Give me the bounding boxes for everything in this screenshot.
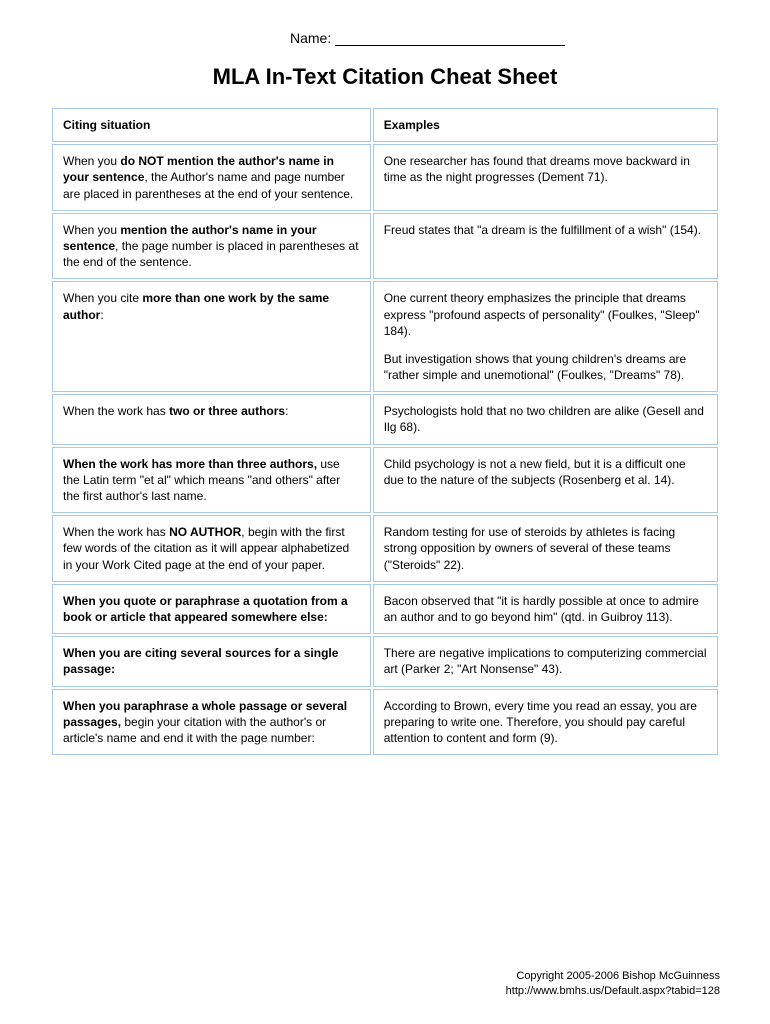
citing-situation-cell: When you paraphrase a whole passage or s…: [52, 689, 371, 756]
example-cell: According to Brown, every time you read …: [373, 689, 718, 756]
citing-situation-cell: When you cite more than one work by the …: [52, 281, 371, 392]
example-cell: Random testing for use of steroids by at…: [373, 515, 718, 582]
name-blank-line: [335, 32, 565, 46]
example-text-2: But investigation shows that young child…: [384, 351, 707, 383]
example-text: Child psychology is not a new field, but…: [384, 456, 707, 488]
citing-situation-cell: When you do NOT mention the author's nam…: [52, 144, 371, 211]
cell-text-post: :: [100, 308, 103, 322]
header-citing-situation: Citing situation: [52, 108, 371, 142]
cell-text-pre: When the work has: [63, 404, 169, 418]
page-title: MLA In-Text Citation Cheat Sheet: [50, 64, 720, 90]
table-header-row: Citing situation Examples: [52, 108, 718, 142]
cell-text-bold: NO AUTHOR: [169, 525, 241, 539]
citing-situation-cell: When you are citing several sources for …: [52, 636, 371, 686]
table-row: When you cite more than one work by the …: [52, 281, 718, 392]
table-row: When you paraphrase a whole passage or s…: [52, 689, 718, 756]
example-text: Bacon observed that "it is hardly possib…: [384, 593, 707, 625]
example-text: One researcher has found that dreams mov…: [384, 153, 707, 185]
example-text: There are negative implications to compu…: [384, 645, 707, 677]
table-row: When the work has NO AUTHOR, begin with …: [52, 515, 718, 582]
cell-text-bold: two or three authors: [169, 404, 285, 418]
name-label: Name:: [290, 30, 331, 46]
header-examples: Examples: [373, 108, 718, 142]
table-row: When you quote or paraphrase a quotation…: [52, 584, 718, 634]
example-cell: One researcher has found that dreams mov…: [373, 144, 718, 211]
table-row: When you are citing several sources for …: [52, 636, 718, 686]
table-row: When you mention the author's name in yo…: [52, 213, 718, 280]
footer-copyright: Copyright 2005-2006 Bishop McGuinness: [506, 969, 720, 983]
example-cell: Freud states that "a dream is the fulfil…: [373, 213, 718, 280]
example-cell: One current theory emphasizes the princi…: [373, 281, 718, 392]
table-row: When the work has more than three author…: [52, 447, 718, 514]
cell-text-pre: When you cite: [63, 291, 142, 305]
example-cell: There are negative implications to compu…: [373, 636, 718, 686]
citation-table: Citing situation Examples When you do NO…: [50, 106, 720, 757]
footer-url: http://www.bmhs.us/Default.aspx?tabid=12…: [506, 984, 720, 998]
example-cell: Bacon observed that "it is hardly possib…: [373, 584, 718, 634]
citing-situation-cell: When you quote or paraphrase a quotation…: [52, 584, 371, 634]
cell-text-post: :: [285, 404, 288, 418]
example-text: Psychologists hold that no two children …: [384, 403, 707, 435]
cell-text-pre: When you: [63, 223, 120, 237]
example-text: Random testing for use of steroids by at…: [384, 524, 707, 573]
cell-text-bold: When you are citing several sources for …: [63, 646, 338, 676]
citing-situation-cell: When the work has NO AUTHOR, begin with …: [52, 515, 371, 582]
name-field-row: Name:: [290, 30, 720, 46]
footer: Copyright 2005-2006 Bishop McGuinness ht…: [506, 969, 720, 998]
cell-text-bold: When the work has more than three author…: [63, 457, 317, 471]
example-text: Freud states that "a dream is the fulfil…: [384, 222, 707, 238]
citing-situation-cell: When the work has two or three authors:: [52, 394, 371, 444]
table-row: When the work has two or three authors: P…: [52, 394, 718, 444]
cell-text-bold: When you quote or paraphrase a quotation…: [63, 594, 348, 624]
example-text: According to Brown, every time you read …: [384, 698, 707, 747]
citing-situation-cell: When the work has more than three author…: [52, 447, 371, 514]
example-cell: Psychologists hold that no two children …: [373, 394, 718, 444]
cell-text-pre: When the work has: [63, 525, 169, 539]
table-row: When you do NOT mention the author's nam…: [52, 144, 718, 211]
citing-situation-cell: When you mention the author's name in yo…: [52, 213, 371, 280]
example-cell: Child psychology is not a new field, but…: [373, 447, 718, 514]
example-text: One current theory emphasizes the princi…: [384, 290, 707, 339]
cell-text-pre: When you: [63, 154, 120, 168]
